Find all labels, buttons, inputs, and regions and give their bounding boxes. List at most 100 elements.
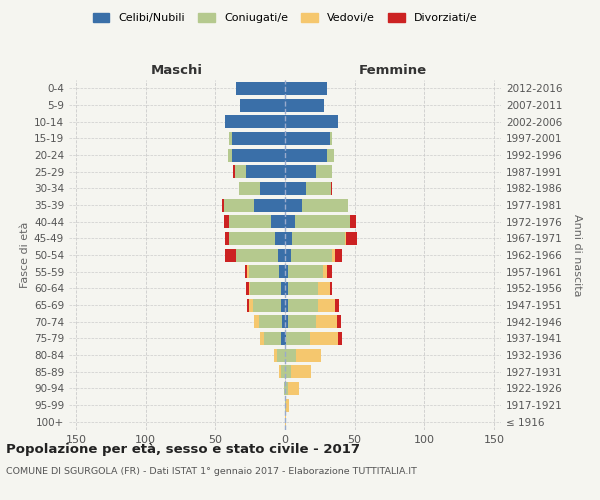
Text: COMUNE DI SGURGOLA (FR) - Dati ISTAT 1° gennaio 2017 - Elaborazione TUTTITALIA.I: COMUNE DI SGURGOLA (FR) - Dati ISTAT 1° …: [6, 468, 417, 476]
Bar: [285, 365, 290, 378]
Bar: [235, 165, 246, 178]
Bar: [278, 248, 285, 262]
Bar: [329, 132, 332, 145]
Bar: [338, 332, 342, 345]
Bar: [285, 382, 288, 395]
Bar: [285, 98, 324, 112]
Bar: [224, 198, 254, 211]
Bar: [264, 332, 281, 345]
Bar: [254, 198, 285, 211]
Bar: [285, 282, 288, 295]
Bar: [319, 282, 329, 295]
Bar: [335, 298, 340, 312]
Bar: [285, 132, 329, 145]
Bar: [285, 298, 288, 312]
Bar: [285, 215, 295, 228]
Bar: [292, 232, 345, 245]
Bar: [306, 182, 331, 195]
Bar: [319, 298, 335, 312]
Bar: [260, 182, 285, 195]
Bar: [288, 315, 316, 328]
Bar: [232, 132, 285, 145]
Bar: [236, 82, 285, 95]
Bar: [285, 82, 327, 95]
Bar: [275, 232, 285, 245]
Bar: [290, 365, 311, 378]
Bar: [285, 198, 302, 211]
Bar: [285, 265, 288, 278]
Bar: [225, 248, 236, 262]
Bar: [323, 265, 327, 278]
Bar: [259, 315, 282, 328]
Bar: [246, 282, 249, 295]
Bar: [284, 382, 285, 395]
Bar: [316, 165, 332, 178]
Bar: [271, 215, 285, 228]
Bar: [225, 232, 229, 245]
Bar: [316, 315, 337, 328]
Bar: [247, 298, 249, 312]
Bar: [260, 332, 264, 345]
Bar: [282, 315, 285, 328]
Bar: [281, 365, 285, 378]
Bar: [285, 232, 292, 245]
Bar: [281, 282, 285, 295]
Bar: [285, 148, 327, 162]
Bar: [228, 148, 232, 162]
Bar: [253, 298, 281, 312]
Bar: [233, 165, 235, 178]
Bar: [286, 332, 310, 345]
Bar: [229, 132, 232, 145]
Bar: [350, 215, 356, 228]
Bar: [280, 365, 281, 378]
Bar: [281, 332, 285, 345]
Bar: [274, 348, 277, 362]
Bar: [288, 282, 319, 295]
Bar: [302, 198, 348, 211]
Bar: [288, 382, 299, 395]
Bar: [285, 248, 290, 262]
Bar: [296, 348, 321, 362]
Bar: [285, 315, 288, 328]
Y-axis label: Fasce di età: Fasce di età: [20, 222, 30, 288]
Bar: [277, 348, 285, 362]
Bar: [285, 398, 286, 411]
Bar: [246, 165, 285, 178]
Bar: [345, 232, 346, 245]
Bar: [335, 248, 342, 262]
Bar: [232, 148, 285, 162]
Bar: [224, 215, 229, 228]
Bar: [254, 315, 259, 328]
Bar: [285, 348, 296, 362]
Bar: [295, 215, 350, 228]
Text: Femmine: Femmine: [359, 64, 427, 78]
Bar: [327, 148, 334, 162]
Bar: [285, 115, 338, 128]
Bar: [331, 182, 332, 195]
Bar: [229, 232, 275, 245]
Bar: [286, 398, 289, 411]
Bar: [346, 232, 358, 245]
Bar: [285, 332, 286, 345]
Bar: [222, 198, 224, 211]
Bar: [285, 415, 286, 428]
Bar: [281, 298, 285, 312]
Bar: [327, 265, 332, 278]
Text: Maschi: Maschi: [151, 64, 203, 78]
Bar: [285, 165, 316, 178]
Bar: [332, 248, 335, 262]
Bar: [241, 98, 285, 112]
Bar: [337, 315, 341, 328]
Bar: [288, 265, 323, 278]
Bar: [236, 248, 278, 262]
Bar: [280, 265, 285, 278]
Y-axis label: Anni di nascita: Anni di nascita: [572, 214, 582, 296]
Bar: [245, 265, 247, 278]
Bar: [285, 182, 306, 195]
Bar: [249, 265, 280, 278]
Bar: [310, 332, 338, 345]
Bar: [290, 248, 332, 262]
Bar: [239, 182, 260, 195]
Bar: [225, 115, 285, 128]
Bar: [288, 298, 319, 312]
